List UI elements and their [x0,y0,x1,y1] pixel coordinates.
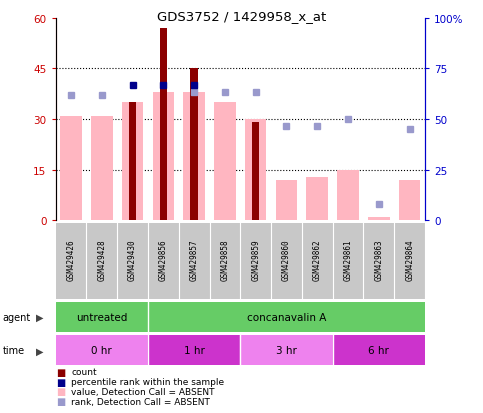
Text: GSM429858: GSM429858 [220,239,229,280]
Text: agent: agent [2,312,30,323]
Text: 0 hr: 0 hr [91,345,112,356]
Bar [240,335,333,366]
Bar [122,103,143,221]
Bar [399,180,420,221]
Text: percentile rank within the sample: percentile rank within the sample [71,377,225,386]
Bar [333,223,364,299]
Bar [117,223,148,299]
Text: untreated: untreated [76,312,128,323]
Text: GSM429856: GSM429856 [159,239,168,280]
Text: ▶: ▶ [36,345,44,356]
Bar [56,223,86,299]
Bar [184,93,205,221]
Text: GSM429859: GSM429859 [251,239,260,280]
Text: GSM429426: GSM429426 [67,239,75,280]
Bar [91,116,113,221]
Text: 1 hr: 1 hr [184,345,204,356]
Bar [252,123,259,221]
Text: GSM429857: GSM429857 [190,239,199,280]
Text: concanavalin A: concanavalin A [247,312,326,323]
Bar [337,170,359,221]
Bar [148,302,425,332]
Text: ■: ■ [56,396,65,406]
Text: rank, Detection Call = ABSENT: rank, Detection Call = ABSENT [71,397,211,406]
Bar [210,223,240,299]
Text: ■: ■ [56,387,65,396]
Text: ▶: ▶ [36,312,44,323]
Text: ■: ■ [56,367,65,377]
Bar [364,223,394,299]
Bar [86,223,117,299]
Text: count: count [71,367,97,376]
Text: 6 hr: 6 hr [369,345,389,356]
Bar [153,93,174,221]
Text: GSM429428: GSM429428 [97,239,106,280]
Bar [159,28,167,221]
Bar [148,223,179,299]
Bar [56,335,148,366]
Bar [276,180,297,221]
Text: GSM429862: GSM429862 [313,239,322,280]
Bar [240,223,271,299]
Text: GDS3752 / 1429958_x_at: GDS3752 / 1429958_x_at [157,10,326,23]
Bar [271,223,302,299]
Text: GSM429861: GSM429861 [343,239,353,280]
Text: GSM429430: GSM429430 [128,239,137,280]
Bar [394,223,425,299]
Text: ■: ■ [56,377,65,387]
Text: value, Detection Call = ABSENT: value, Detection Call = ABSENT [71,387,215,396]
Bar [129,103,136,221]
Bar [307,177,328,221]
Text: GSM429860: GSM429860 [282,239,291,280]
Bar [302,223,333,299]
Bar [56,302,148,332]
Bar [179,223,210,299]
Text: GSM429863: GSM429863 [374,239,384,280]
Bar [60,116,82,221]
Bar [245,120,267,221]
Text: time: time [2,345,25,356]
Bar [148,335,241,366]
Text: GSM429864: GSM429864 [405,239,414,280]
Bar [214,103,236,221]
Bar [190,69,198,221]
Bar [368,218,390,221]
Text: 3 hr: 3 hr [276,345,297,356]
Bar [333,335,425,366]
